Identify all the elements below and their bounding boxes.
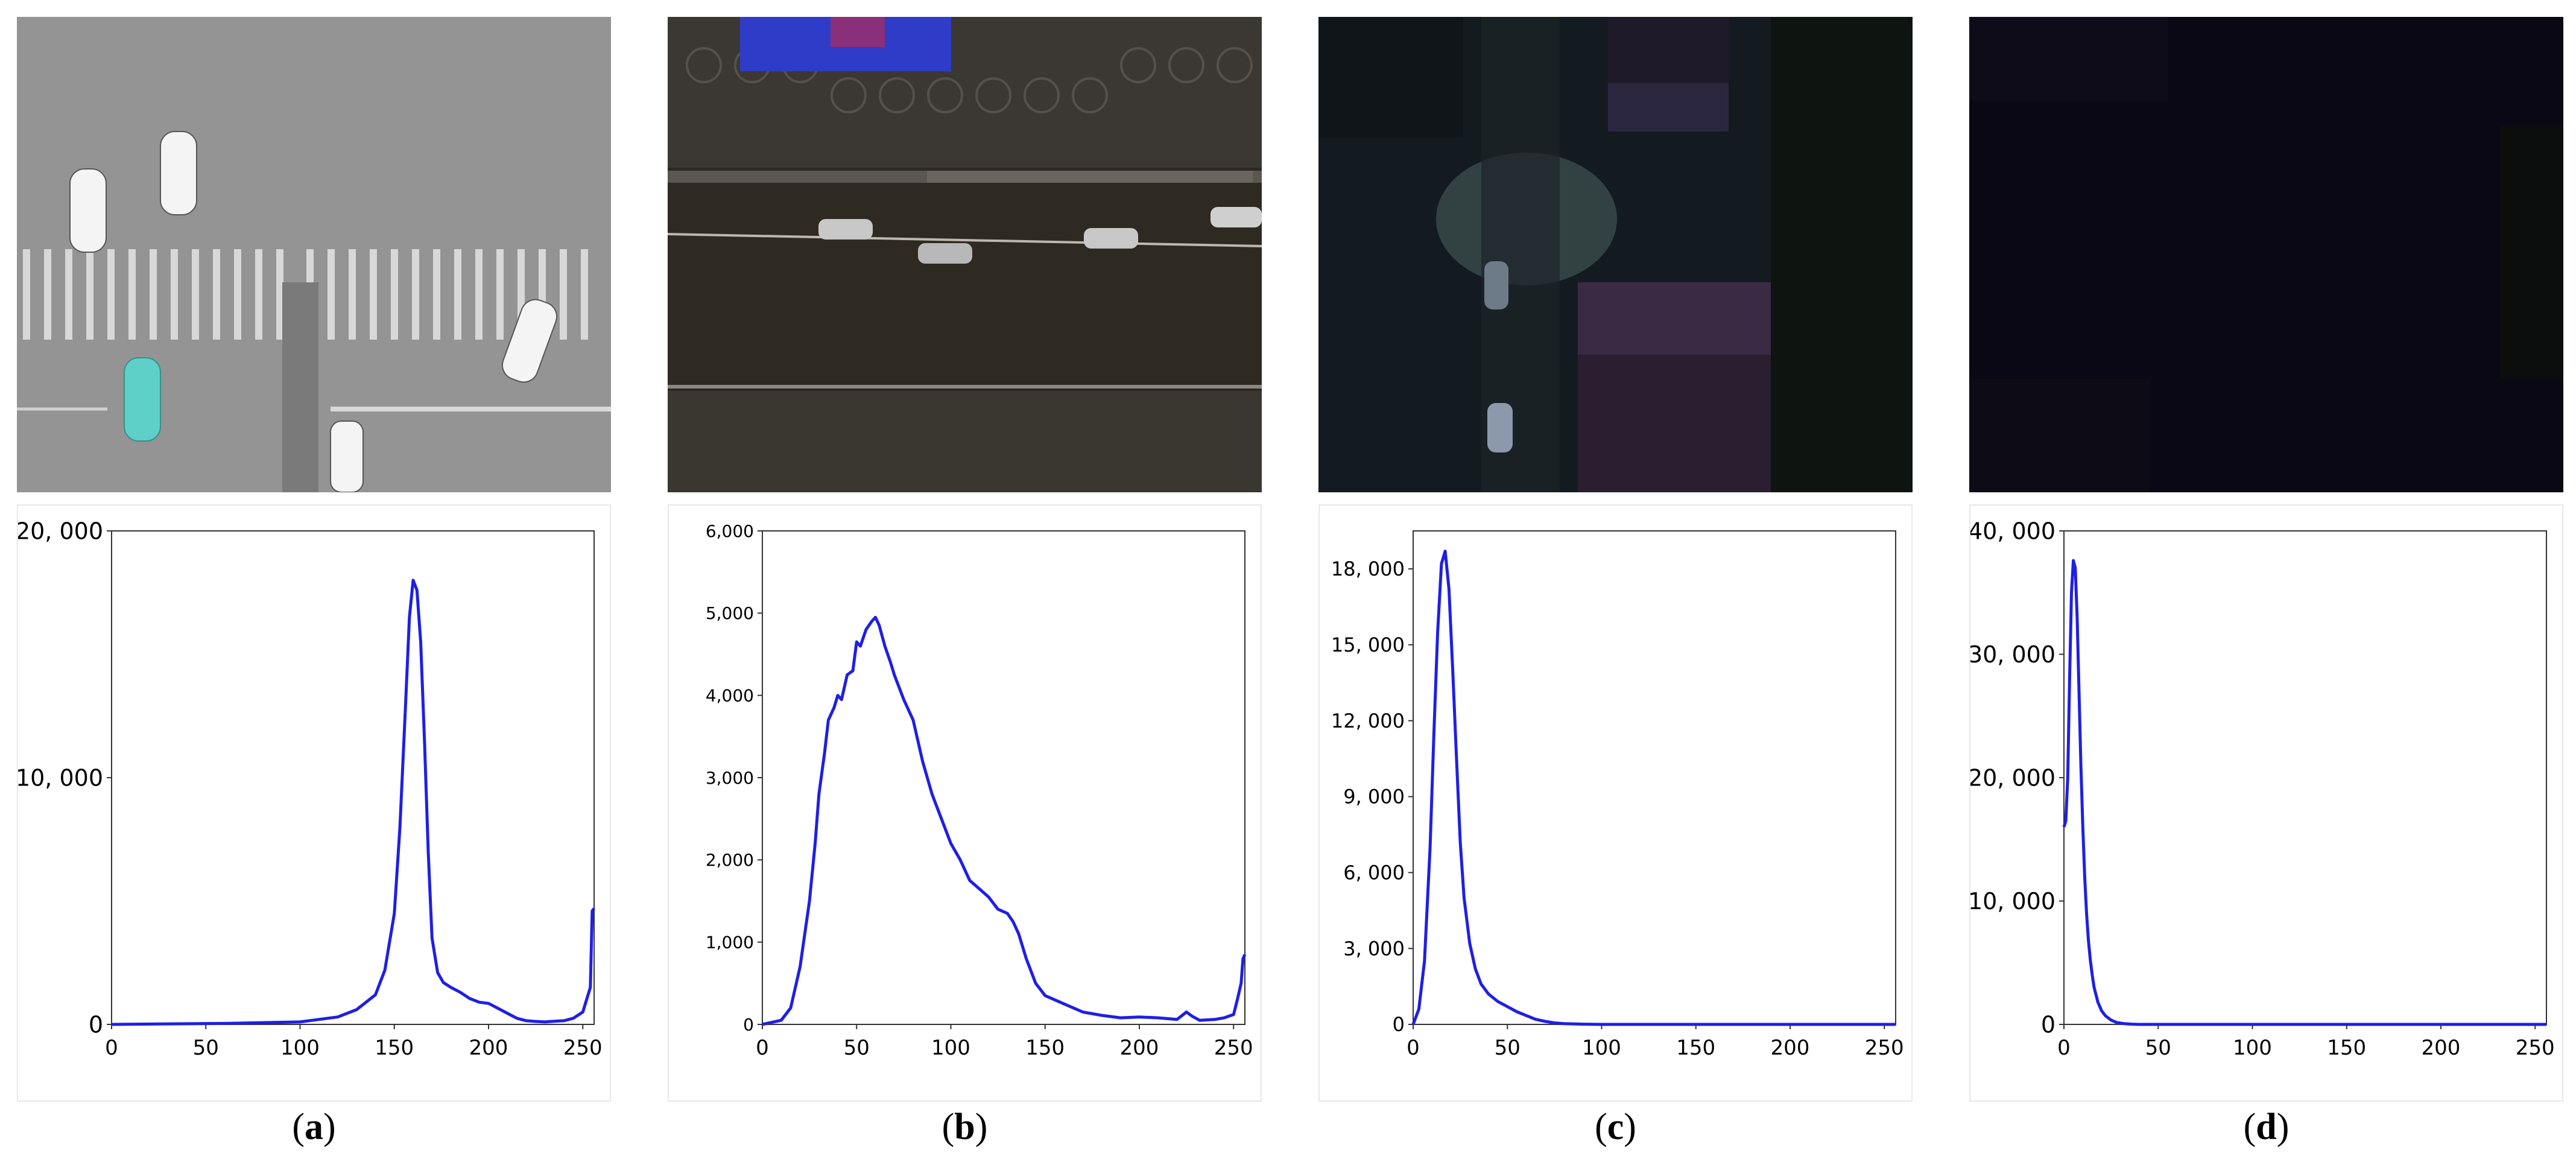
y-tick-label: 30, 000 [1970,641,2055,668]
y-tick-label: 20, 000 [18,518,103,544]
histogram-b-plot: 0 1,000 2,000 3,000 4,000 5,000 6,000 0 50 100 150… [706,521,1253,1060]
plot-frame-c [1413,530,1896,1025]
y-tick-label: 6, 000 [1343,862,1405,884]
x-tick-label: 200 [2422,1036,2461,1060]
x-tick-label: 250 [2516,1036,2555,1060]
y-tick-label: 12, 000 [1331,709,1405,732]
x-tick-label: 150 [1025,1036,1065,1060]
car-icon [1484,261,1513,452]
histogram-a-plot: 0 10, 000 20, 000 0 50 100 150 200 250 [18,518,603,1060]
car-icon [69,131,558,492]
y-tick-label: 0 [1393,1013,1405,1036]
aerial-photo-dark [1969,17,2563,492]
aerial-photo-night [1318,17,1913,492]
y-tick-label: 9, 000 [1343,785,1405,808]
x-tick-label: 100 [1582,1036,1621,1060]
y-tick-label: 18, 000 [1331,557,1405,580]
y-tick-label: 0 [743,1015,754,1035]
histogram-d: 0 10, 000 20, 000 30, 000 40, 000 0 50 100 150 20… [1969,504,2563,1102]
caption-c: (c) [1595,1106,1636,1147]
x-tick-label: 0 [1407,1036,1420,1060]
histogram-line-b [762,615,1247,1026]
y-tick-label: 0 [2041,1011,2055,1038]
x-tick-label: 150 [1676,1036,1715,1060]
x-tick-label: 100 [931,1036,970,1060]
y-tick-label: 6,000 [706,521,754,541]
car-icon [818,207,1262,264]
plot-frame-b [762,530,1245,1025]
x-tick-label: 50 [1495,1036,1521,1060]
histogram-c: 0 3, 000 6, 000 9, 000 12, 000 15, 000 18, 000… [1318,504,1913,1102]
panel-a: 0 10, 000 20, 000 0 50 100 150 200 250 (a) [17,17,611,1147]
panel-b: 0 1,000 2,000 3,000 4,000 5,000 6,000 0 50 100 150… [668,17,1262,1147]
aerial-photo-evening [668,17,1262,492]
x-tick-label: 0 [105,1036,118,1060]
caption-b: (b) [941,1106,988,1147]
plot-frame-d [2063,530,2547,1025]
x-tick-label: 200 [1771,1036,1810,1060]
aerial-photo-day [17,17,611,492]
x-tick-label: 0 [756,1036,769,1060]
y-tick-label: 4,000 [706,685,754,705]
y-tick-label: 3,000 [706,768,754,788]
y-tick-label: 15, 000 [1331,633,1405,656]
y-tick-label: 0 [89,1011,103,1038]
histogram-a: 0 10, 000 20, 000 0 50 100 150 200 250 [17,504,611,1102]
x-tick-label: 250 [1865,1036,1904,1060]
x-tick-label: 250 [1214,1036,1253,1060]
panel-c: 0 3, 000 6, 000 9, 000 12, 000 15, 000 18, 000… [1318,17,1913,1147]
histogram-d-plot: 0 10, 000 20, 000 30, 000 40, 000 0 50 100 150 20… [1970,518,2555,1060]
histogram-b: 0 1,000 2,000 3,000 4,000 5,000 6,000 0 50 100 150… [668,504,1262,1102]
x-tick-label: 200 [1120,1036,1159,1060]
x-tick-label: 0 [2057,1036,2071,1060]
histogram-line-c [1411,550,1896,1026]
histogram-c-plot: 0 3, 000 6, 000 9, 000 12, 000 15, 000 18, 000… [1331,530,1904,1060]
y-tick-label: 1,000 [706,932,754,952]
x-tick-label: 150 [2327,1036,2366,1060]
y-tick-label: 10, 000 [1970,888,2055,915]
y-tick-label: 10, 000 [18,764,103,791]
histogram-line-a [111,579,595,1026]
x-tick-label: 50 [2145,1036,2171,1060]
x-tick-label: 250 [563,1036,603,1060]
caption-a: (a) [292,1106,336,1147]
y-tick-label: 3, 000 [1343,937,1405,960]
x-tick-label: 200 [469,1036,508,1060]
y-tick-label: 40, 000 [1970,518,2055,544]
histogram-line-d [2062,559,2546,1026]
x-tick-label: 50 [844,1036,870,1060]
plot-frame-a [111,530,595,1025]
x-tick-label: 150 [375,1036,414,1060]
y-tick-label: 20, 000 [1970,764,2055,791]
y-tick-label: 2,000 [706,850,754,870]
x-tick-label: 100 [280,1036,320,1060]
x-tick-label: 50 [193,1036,219,1060]
x-tick-label: 100 [2233,1036,2272,1060]
panel-d: 0 10, 000 20, 000 30, 000 40, 000 0 50 100 150 20… [1969,17,2563,1147]
caption-d: (d) [2243,1106,2290,1147]
y-tick-label: 5,000 [706,603,754,623]
